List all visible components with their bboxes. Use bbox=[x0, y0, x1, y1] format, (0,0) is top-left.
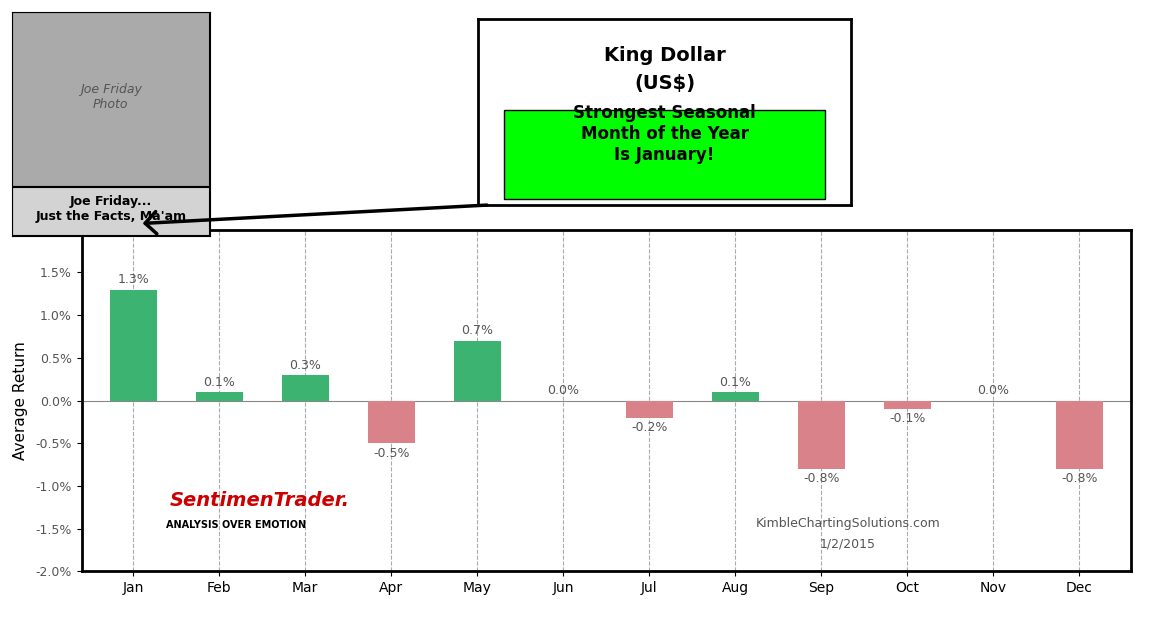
Bar bbox=[1055, 401, 1103, 469]
Bar bbox=[367, 401, 415, 443]
Bar bbox=[884, 401, 930, 409]
Text: 0.1%: 0.1% bbox=[719, 376, 751, 389]
FancyBboxPatch shape bbox=[12, 12, 210, 187]
Text: ANALYSIS OVER EMOTION: ANALYSIS OVER EMOTION bbox=[166, 520, 305, 530]
Bar bbox=[711, 392, 759, 401]
Text: 1/2/2015: 1/2/2015 bbox=[820, 538, 876, 551]
Text: SentimenTrader.: SentimenTrader. bbox=[170, 491, 350, 510]
Y-axis label: Average Return: Average Return bbox=[14, 341, 28, 460]
Text: Strongest Seasonal
Month of the Year
Is January!: Strongest Seasonal Month of the Year Is … bbox=[574, 104, 756, 164]
Text: -0.8%: -0.8% bbox=[1061, 472, 1097, 485]
Text: 0.0%: 0.0% bbox=[977, 384, 1010, 397]
Text: (US$): (US$) bbox=[634, 75, 695, 93]
Text: Joe Friday
Photo: Joe Friday Photo bbox=[79, 83, 142, 111]
Text: 0.7%: 0.7% bbox=[462, 324, 493, 337]
Text: 1.3%: 1.3% bbox=[118, 273, 149, 286]
Bar bbox=[196, 392, 243, 401]
Text: 0.0%: 0.0% bbox=[547, 384, 580, 397]
Text: -0.5%: -0.5% bbox=[373, 446, 409, 460]
Text: -0.8%: -0.8% bbox=[803, 472, 840, 485]
Bar bbox=[110, 289, 157, 401]
Text: King Dollar: King Dollar bbox=[604, 47, 725, 65]
FancyBboxPatch shape bbox=[12, 187, 210, 236]
FancyBboxPatch shape bbox=[504, 110, 826, 199]
Text: KimbleChartingSolutions.com: KimbleChartingSolutions.com bbox=[756, 517, 940, 530]
Bar bbox=[626, 401, 673, 417]
Text: 0.3%: 0.3% bbox=[289, 358, 321, 371]
Text: Joe Friday...
Just the Facts, Ma'am: Joe Friday... Just the Facts, Ma'am bbox=[35, 195, 187, 223]
Bar bbox=[454, 341, 501, 401]
Bar bbox=[282, 375, 329, 401]
Text: 0.1%: 0.1% bbox=[203, 376, 236, 389]
Bar bbox=[798, 401, 845, 469]
Text: -0.1%: -0.1% bbox=[890, 412, 926, 425]
Text: -0.2%: -0.2% bbox=[631, 421, 667, 434]
